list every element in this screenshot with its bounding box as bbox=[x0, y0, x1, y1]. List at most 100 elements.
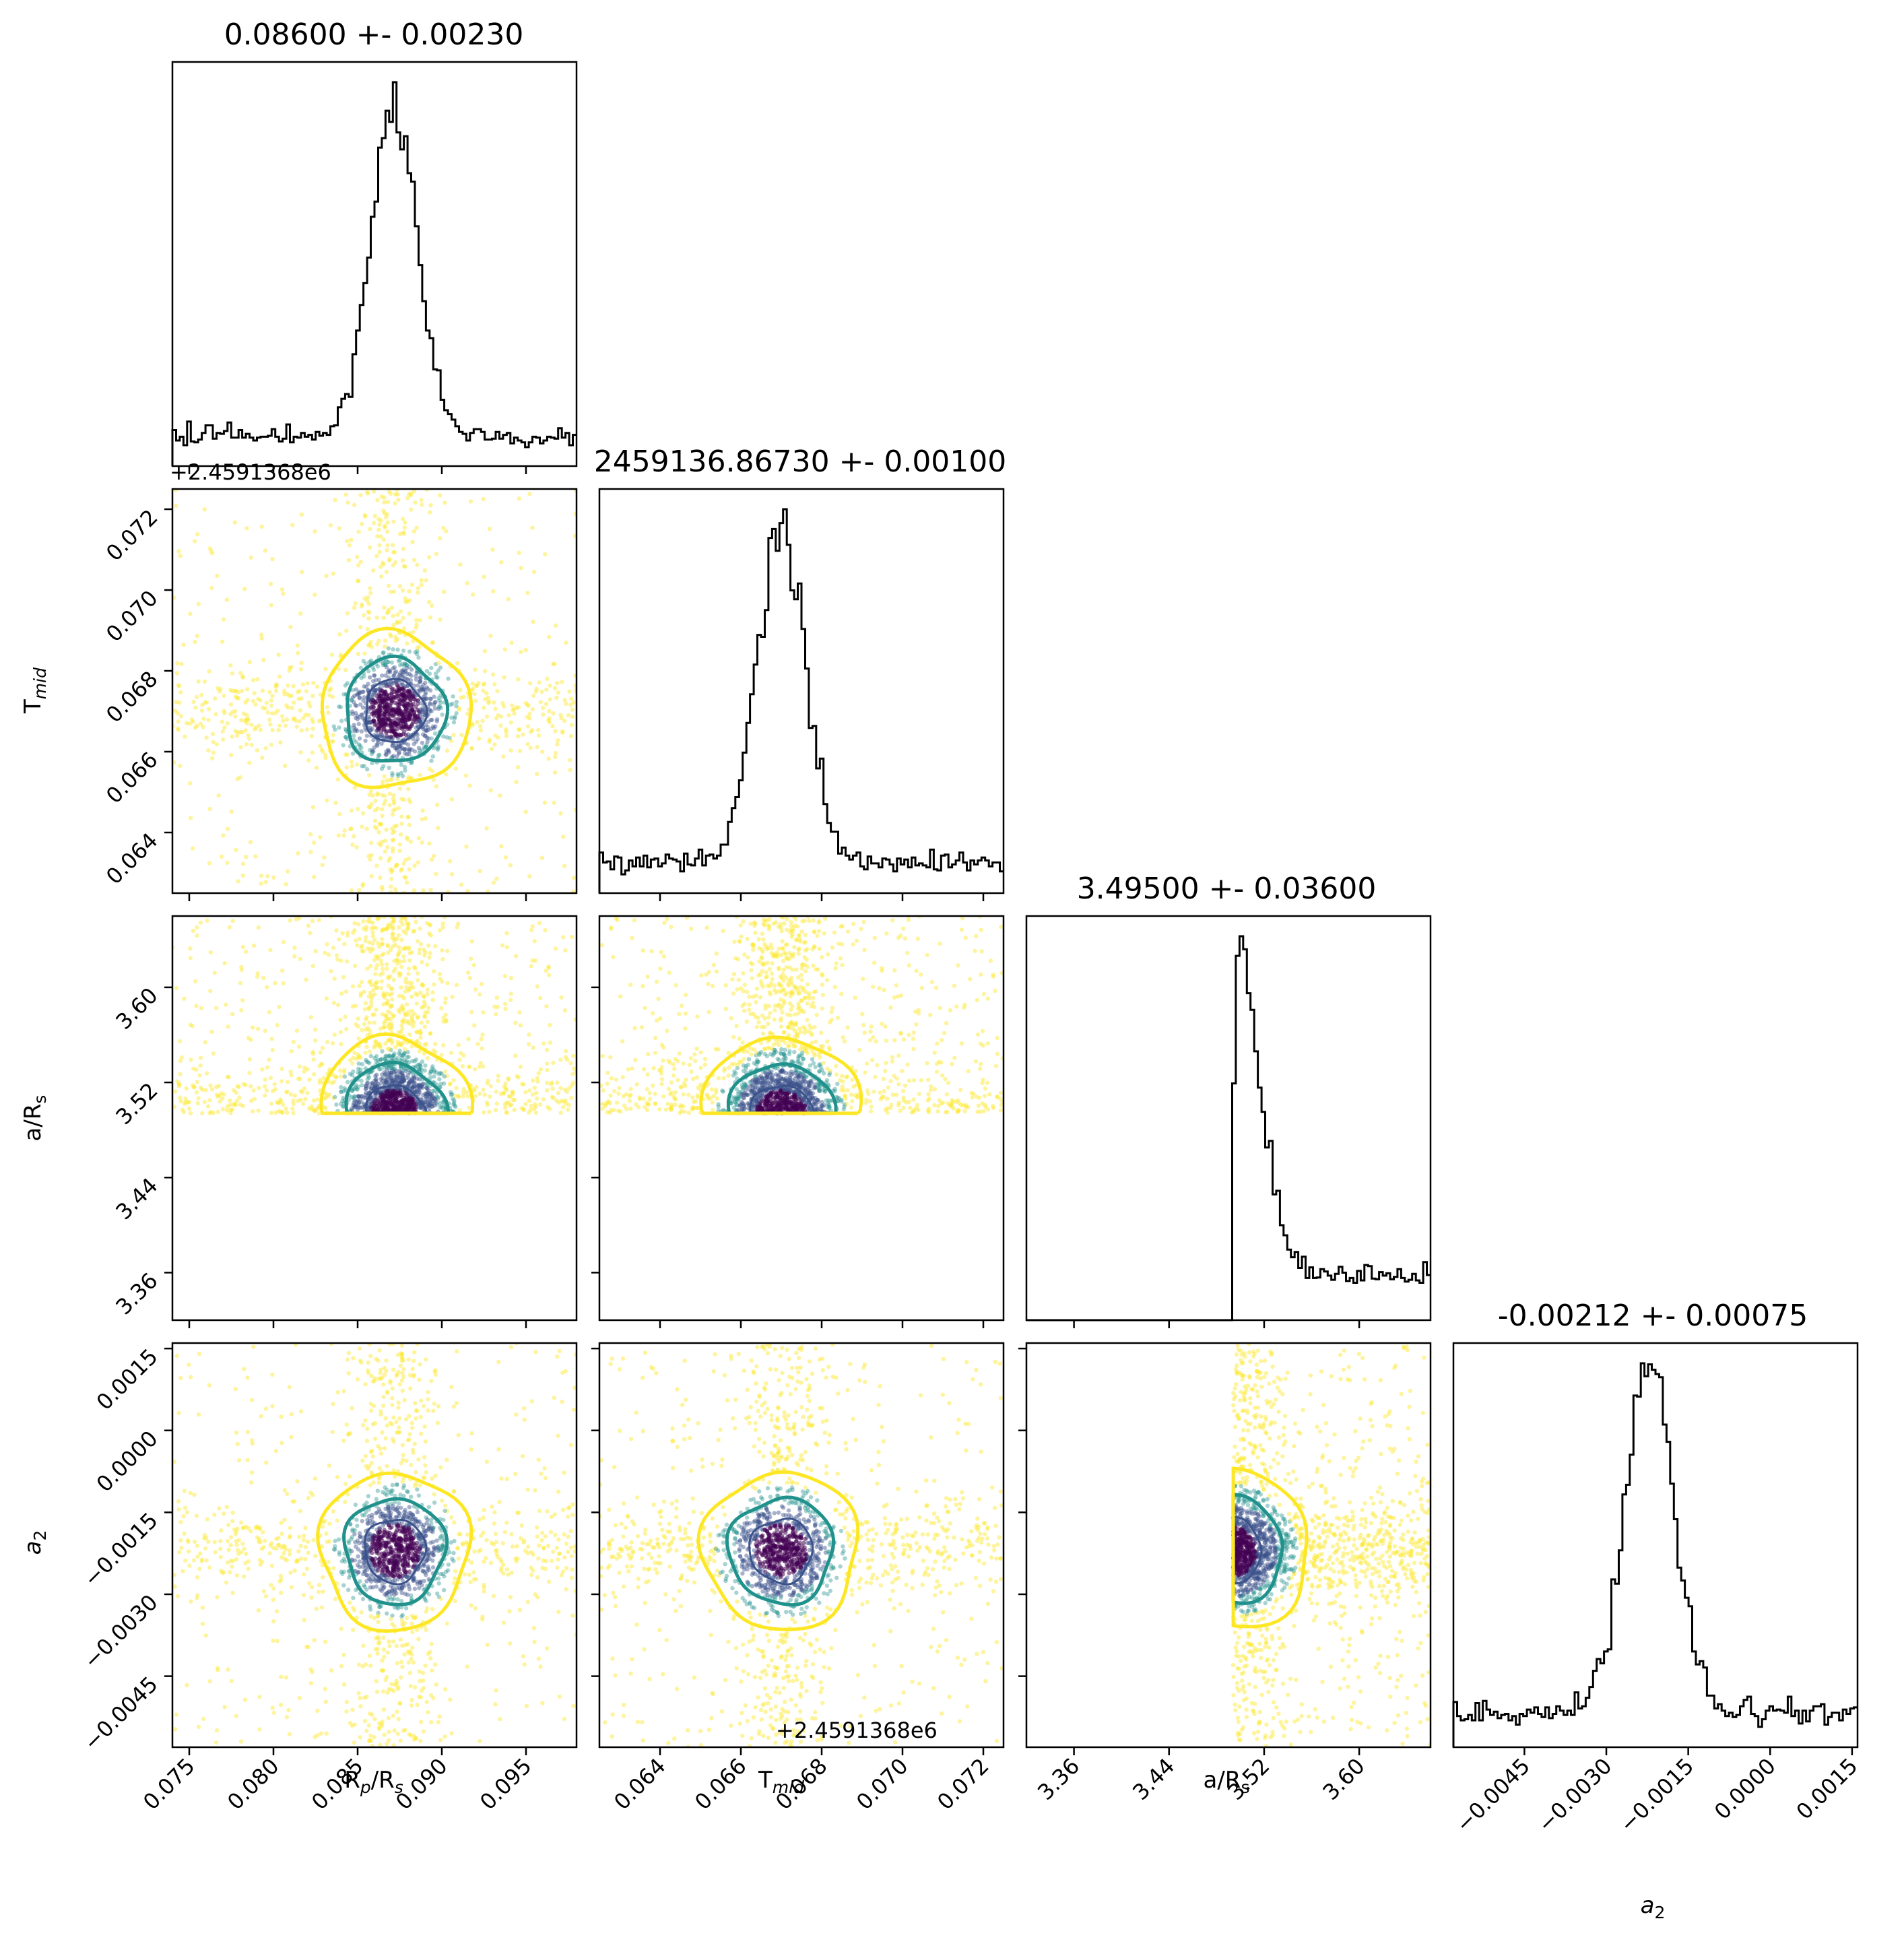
scatter-point bbox=[428, 708, 433, 713]
scatter-point bbox=[785, 1012, 790, 1017]
scatter-point bbox=[428, 510, 432, 515]
scatter-point bbox=[536, 733, 541, 738]
scatter-point bbox=[778, 1050, 783, 1055]
scatter-point bbox=[674, 983, 678, 987]
scatter-point bbox=[397, 663, 403, 667]
scatter-point bbox=[411, 1097, 416, 1102]
scatter-point bbox=[299, 512, 304, 517]
scatter-point bbox=[916, 1011, 921, 1016]
scatter-point bbox=[764, 944, 768, 949]
scatter-point bbox=[341, 833, 346, 838]
scatter-point bbox=[406, 946, 411, 951]
scatter-point bbox=[599, 1083, 603, 1088]
scatter-point bbox=[425, 1096, 430, 1101]
scatter-point bbox=[381, 562, 386, 567]
scatter-point bbox=[418, 688, 423, 694]
scatter-point bbox=[799, 1085, 803, 1090]
scatter-point bbox=[384, 569, 389, 575]
scatter-point bbox=[422, 994, 427, 1000]
scatter-point bbox=[391, 686, 395, 692]
scatter-point bbox=[566, 1103, 572, 1107]
scatter-point bbox=[396, 951, 401, 956]
scatter-point bbox=[779, 1068, 785, 1073]
scatter-point bbox=[416, 1087, 421, 1092]
scatter-point bbox=[681, 1104, 686, 1109]
scatter-point bbox=[383, 1018, 388, 1024]
scatter-point bbox=[372, 818, 378, 823]
scatter-point bbox=[356, 1094, 360, 1099]
scatter-point bbox=[418, 1031, 423, 1036]
scatter-point bbox=[395, 682, 399, 687]
scatter-point bbox=[310, 1049, 315, 1055]
scatter-point bbox=[359, 1078, 364, 1083]
scatter-point bbox=[305, 1090, 310, 1096]
scatter-point bbox=[785, 981, 791, 986]
scatter-point bbox=[351, 930, 356, 936]
scatter-point bbox=[366, 609, 370, 614]
scatter-point bbox=[628, 1093, 633, 1097]
scatter-point bbox=[799, 1061, 804, 1066]
scatter-point bbox=[740, 1107, 745, 1111]
scatter-point bbox=[861, 977, 865, 981]
scatter-point bbox=[243, 949, 249, 954]
scatter-point bbox=[262, 1093, 267, 1098]
scatter-point bbox=[390, 708, 395, 713]
scatter-point bbox=[827, 1104, 832, 1109]
scatter-point bbox=[383, 1056, 387, 1062]
scatter-point bbox=[380, 884, 385, 890]
scatter-point bbox=[752, 1080, 757, 1085]
scatter-point bbox=[399, 1093, 404, 1099]
scatter-point bbox=[764, 1074, 770, 1080]
scatter-point bbox=[749, 1091, 754, 1096]
scatter-point bbox=[527, 1099, 531, 1103]
scatter-point bbox=[695, 1014, 700, 1019]
scatter-point bbox=[801, 1057, 806, 1062]
scatter-point bbox=[569, 696, 574, 701]
scatter-point bbox=[563, 1055, 568, 1060]
scatter-point bbox=[334, 928, 339, 933]
scatter-point bbox=[396, 716, 401, 721]
scatter-point bbox=[325, 798, 329, 803]
scatter-point bbox=[479, 1037, 484, 1042]
scatter-point bbox=[762, 1078, 767, 1084]
scatter-point bbox=[395, 1039, 400, 1045]
scatter-point bbox=[255, 677, 260, 682]
scatter-point bbox=[393, 501, 397, 506]
scatter-point bbox=[433, 661, 438, 667]
scatter-point bbox=[661, 1058, 665, 1063]
scatter-point bbox=[321, 749, 325, 754]
scatter-point bbox=[356, 721, 361, 727]
scatter-point bbox=[427, 672, 432, 676]
scatter-point bbox=[261, 657, 266, 663]
scatter-point bbox=[743, 1088, 748, 1093]
scatter-point bbox=[397, 973, 402, 979]
scatter-point bbox=[381, 927, 386, 932]
scatter-point bbox=[351, 1096, 356, 1101]
scatter-point bbox=[369, 696, 374, 701]
scatter-point bbox=[955, 1109, 960, 1115]
scatter-point bbox=[425, 963, 430, 967]
scatter-point bbox=[637, 1097, 643, 1102]
scatter-point bbox=[634, 1082, 639, 1087]
scatter-point bbox=[338, 705, 343, 710]
scatter-point bbox=[801, 1099, 806, 1103]
scatter-point bbox=[391, 674, 396, 679]
scatter-point bbox=[428, 1069, 433, 1074]
scatter-point bbox=[373, 688, 378, 693]
scatter-point bbox=[815, 1107, 820, 1111]
scatter-point bbox=[529, 927, 534, 933]
scatter-point bbox=[748, 1080, 752, 1084]
scatter-point bbox=[319, 747, 324, 752]
scatter-point bbox=[421, 682, 426, 688]
scatter-point bbox=[316, 1105, 321, 1110]
scatter-point bbox=[787, 1025, 791, 1031]
scatter-point bbox=[400, 1075, 405, 1080]
scatter-point bbox=[421, 732, 426, 737]
scatter-point bbox=[291, 1111, 296, 1115]
scatter-point bbox=[828, 1068, 832, 1074]
scatter-point bbox=[787, 1076, 793, 1080]
scatter-point bbox=[385, 1002, 390, 1006]
scatter-point bbox=[350, 695, 355, 700]
scatter-point bbox=[764, 970, 768, 975]
scatter-point bbox=[276, 1109, 281, 1114]
